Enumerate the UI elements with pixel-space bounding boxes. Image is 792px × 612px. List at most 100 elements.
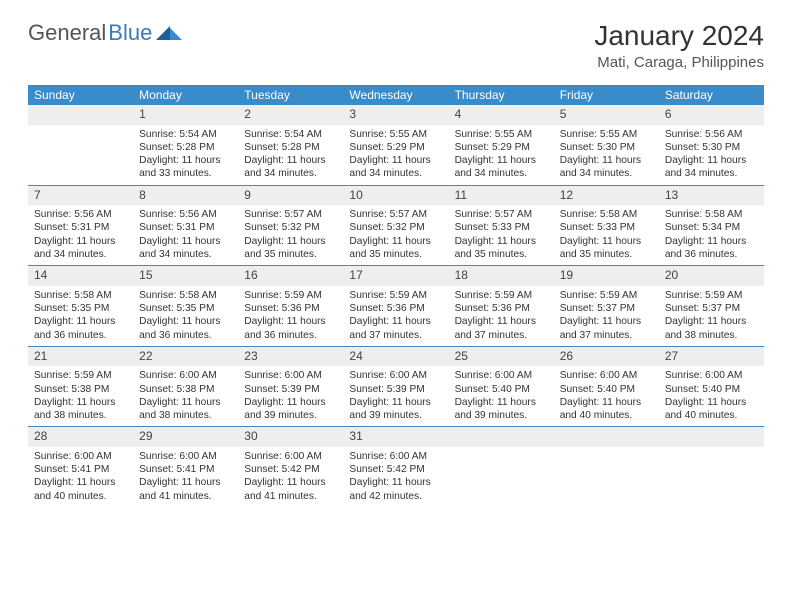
day-number	[659, 427, 764, 447]
sunset-text: Sunset: 5:36 PM	[455, 302, 548, 315]
day-number	[28, 105, 133, 125]
sunset-text: Sunset: 5:40 PM	[455, 383, 548, 396]
sunrise-text: Sunrise: 5:59 AM	[349, 289, 442, 302]
sunrise-text: Sunrise: 6:00 AM	[34, 450, 127, 463]
day-cell: 27Sunrise: 6:00 AMSunset: 5:40 PMDayligh…	[659, 347, 764, 427]
sunrise-text: Sunrise: 5:55 AM	[349, 128, 442, 141]
sunset-text: Sunset: 5:38 PM	[139, 383, 232, 396]
daylight-text: Daylight: 11 hours and 34 minutes.	[665, 154, 758, 181]
day-details: Sunrise: 5:58 AMSunset: 5:34 PMDaylight:…	[659, 208, 764, 261]
day-details: Sunrise: 6:00 AMSunset: 5:42 PMDaylight:…	[238, 450, 343, 503]
day-number: 4	[449, 105, 554, 125]
daylight-text: Daylight: 11 hours and 37 minutes.	[349, 315, 442, 342]
day-number: 8	[133, 186, 238, 206]
day-number: 26	[554, 347, 659, 367]
sunset-text: Sunset: 5:40 PM	[665, 383, 758, 396]
day-cell: 13Sunrise: 5:58 AMSunset: 5:34 PMDayligh…	[659, 186, 764, 266]
calendar-grid: Sunday Monday Tuesday Wednesday Thursday…	[28, 85, 764, 507]
day-details: Sunrise: 6:00 AMSunset: 5:38 PMDaylight:…	[133, 369, 238, 422]
sunset-text: Sunset: 5:42 PM	[349, 463, 442, 476]
sunrise-text: Sunrise: 5:59 AM	[34, 369, 127, 382]
sunrise-text: Sunrise: 5:58 AM	[560, 208, 653, 221]
day-cell	[659, 427, 764, 507]
day-details: Sunrise: 6:00 AMSunset: 5:41 PMDaylight:…	[133, 450, 238, 503]
sunrise-text: Sunrise: 5:57 AM	[349, 208, 442, 221]
day-number: 13	[659, 186, 764, 206]
sunset-text: Sunset: 5:40 PM	[560, 383, 653, 396]
weekday-header: Tuesday	[238, 85, 343, 105]
day-number: 1	[133, 105, 238, 125]
daylight-text: Daylight: 11 hours and 38 minutes.	[34, 396, 127, 423]
day-number: 23	[238, 347, 343, 367]
day-details: Sunrise: 6:00 AMSunset: 5:42 PMDaylight:…	[343, 450, 448, 503]
daylight-text: Daylight: 11 hours and 41 minutes.	[244, 476, 337, 503]
location-label: Mati, Caraga, Philippines	[594, 54, 764, 71]
day-number: 6	[659, 105, 764, 125]
day-cell: 3Sunrise: 5:55 AMSunset: 5:29 PMDaylight…	[343, 105, 448, 185]
day-details: Sunrise: 5:57 AMSunset: 5:33 PMDaylight:…	[449, 208, 554, 261]
sunrise-text: Sunrise: 6:00 AM	[455, 369, 548, 382]
sunset-text: Sunset: 5:36 PM	[244, 302, 337, 315]
day-details: Sunrise: 5:56 AMSunset: 5:31 PMDaylight:…	[133, 208, 238, 261]
brand-mark-icon	[156, 20, 182, 46]
day-number: 7	[28, 186, 133, 206]
sunset-text: Sunset: 5:33 PM	[455, 221, 548, 234]
sunrise-text: Sunrise: 6:00 AM	[244, 450, 337, 463]
daylight-text: Daylight: 11 hours and 39 minutes.	[349, 396, 442, 423]
day-details: Sunrise: 5:59 AMSunset: 5:37 PMDaylight:…	[659, 289, 764, 342]
day-cell: 5Sunrise: 5:55 AMSunset: 5:30 PMDaylight…	[554, 105, 659, 185]
day-details: Sunrise: 5:55 AMSunset: 5:29 PMDaylight:…	[343, 128, 448, 181]
weekday-header-row: Sunday Monday Tuesday Wednesday Thursday…	[28, 85, 764, 105]
day-details: Sunrise: 5:57 AMSunset: 5:32 PMDaylight:…	[238, 208, 343, 261]
sunrise-text: Sunrise: 6:00 AM	[349, 369, 442, 382]
weeks-container: 1Sunrise: 5:54 AMSunset: 5:28 PMDaylight…	[28, 105, 764, 507]
daylight-text: Daylight: 11 hours and 34 minutes.	[455, 154, 548, 181]
daylight-text: Daylight: 11 hours and 35 minutes.	[455, 235, 548, 262]
sunset-text: Sunset: 5:36 PM	[349, 302, 442, 315]
sunset-text: Sunset: 5:37 PM	[560, 302, 653, 315]
day-cell: 12Sunrise: 5:58 AMSunset: 5:33 PMDayligh…	[554, 186, 659, 266]
calendar-page: GeneralBlue January 2024 Mati, Caraga, P…	[0, 0, 792, 527]
sunrise-text: Sunrise: 6:00 AM	[665, 369, 758, 382]
day-number: 2	[238, 105, 343, 125]
daylight-text: Daylight: 11 hours and 34 minutes.	[560, 154, 653, 181]
day-details: Sunrise: 6:00 AMSunset: 5:40 PMDaylight:…	[659, 369, 764, 422]
daylight-text: Daylight: 11 hours and 42 minutes.	[349, 476, 442, 503]
sunrise-text: Sunrise: 5:59 AM	[244, 289, 337, 302]
sunrise-text: Sunrise: 5:54 AM	[244, 128, 337, 141]
sunset-text: Sunset: 5:34 PM	[665, 221, 758, 234]
day-number: 19	[554, 266, 659, 286]
daylight-text: Daylight: 11 hours and 33 minutes.	[139, 154, 232, 181]
day-details: Sunrise: 6:00 AMSunset: 5:39 PMDaylight:…	[238, 369, 343, 422]
sunrise-text: Sunrise: 5:54 AM	[139, 128, 232, 141]
day-cell: 30Sunrise: 6:00 AMSunset: 5:42 PMDayligh…	[238, 427, 343, 507]
daylight-text: Daylight: 11 hours and 38 minutes.	[139, 396, 232, 423]
day-number: 15	[133, 266, 238, 286]
sunset-text: Sunset: 5:32 PM	[349, 221, 442, 234]
day-number: 27	[659, 347, 764, 367]
sunset-text: Sunset: 5:32 PM	[244, 221, 337, 234]
daylight-text: Daylight: 11 hours and 36 minutes.	[244, 315, 337, 342]
daylight-text: Daylight: 11 hours and 41 minutes.	[139, 476, 232, 503]
daylight-text: Daylight: 11 hours and 35 minutes.	[244, 235, 337, 262]
day-number: 20	[659, 266, 764, 286]
sunrise-text: Sunrise: 6:00 AM	[139, 450, 232, 463]
day-number: 28	[28, 427, 133, 447]
day-details: Sunrise: 5:59 AMSunset: 5:36 PMDaylight:…	[238, 289, 343, 342]
day-cell: 22Sunrise: 6:00 AMSunset: 5:38 PMDayligh…	[133, 347, 238, 427]
sunrise-text: Sunrise: 6:00 AM	[560, 369, 653, 382]
sunset-text: Sunset: 5:28 PM	[139, 141, 232, 154]
day-cell: 28Sunrise: 6:00 AMSunset: 5:41 PMDayligh…	[28, 427, 133, 507]
daylight-text: Daylight: 11 hours and 35 minutes.	[349, 235, 442, 262]
sunset-text: Sunset: 5:28 PM	[244, 141, 337, 154]
daylight-text: Daylight: 11 hours and 34 minutes.	[34, 235, 127, 262]
day-details: Sunrise: 5:59 AMSunset: 5:36 PMDaylight:…	[343, 289, 448, 342]
day-cell: 16Sunrise: 5:59 AMSunset: 5:36 PMDayligh…	[238, 266, 343, 346]
daylight-text: Daylight: 11 hours and 34 minutes.	[349, 154, 442, 181]
day-details: Sunrise: 5:56 AMSunset: 5:30 PMDaylight:…	[659, 128, 764, 181]
sunset-text: Sunset: 5:33 PM	[560, 221, 653, 234]
day-cell: 26Sunrise: 6:00 AMSunset: 5:40 PMDayligh…	[554, 347, 659, 427]
sunrise-text: Sunrise: 6:00 AM	[244, 369, 337, 382]
day-cell: 19Sunrise: 5:59 AMSunset: 5:37 PMDayligh…	[554, 266, 659, 346]
day-number: 21	[28, 347, 133, 367]
